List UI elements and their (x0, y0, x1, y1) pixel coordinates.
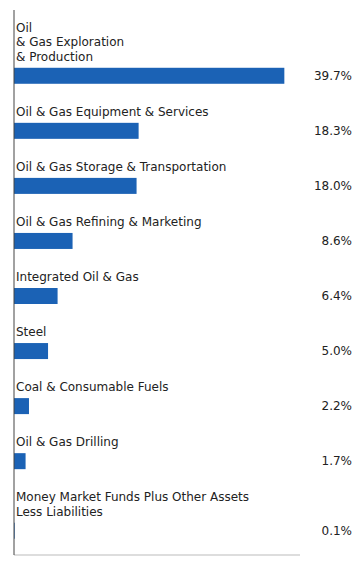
category-label-line: Money Market Funds Plus Other Assets (16, 490, 249, 504)
bar (14, 178, 137, 194)
bar (14, 123, 139, 139)
category-label: Oil& Gas Exploration& Production (16, 21, 124, 64)
category-label-line: Steel (16, 325, 46, 339)
data-label: 8.6% (322, 234, 353, 248)
category-label: Integrated Oil & Gas (16, 270, 139, 284)
category-label-line: & Gas Exploration (16, 35, 124, 49)
category-label-line: Oil (16, 21, 32, 35)
chart: Oil& Gas Exploration& Production 39.7% Oil… (0, 0, 360, 567)
category-label-line: Oil & Gas Drilling (16, 435, 119, 449)
data-label: 1.7% (322, 454, 353, 468)
category-label-line: Oil & Gas Refining & Marketing (16, 215, 202, 229)
category-label: Coal & Consumable Fuels (16, 380, 169, 394)
x-axis-line (14, 555, 300, 556)
data-label: 39.7% (314, 69, 352, 83)
data-label: 2.2% (322, 399, 353, 413)
data-label: 5.0% (322, 344, 353, 358)
data-label: 18.3% (314, 124, 352, 138)
category-label-line: Less Liabilities (16, 505, 103, 519)
bar (14, 288, 58, 304)
y-axis-line (14, 10, 15, 555)
category-label: Steel (16, 325, 46, 339)
category-label-line: & Production (16, 50, 93, 64)
category-label: Oil & Gas Storage & Transportation (16, 160, 226, 174)
category-label-line: Integrated Oil & Gas (16, 270, 139, 284)
bar (14, 398, 29, 414)
bar (14, 233, 73, 249)
bars (14, 68, 284, 539)
bar (14, 68, 284, 84)
category-label: Oil & Gas Refining & Marketing (16, 215, 202, 229)
data-label: 6.4% (322, 289, 353, 303)
data-label: 0.1% (322, 524, 353, 538)
data-label: 18.0% (314, 179, 352, 193)
category-label: Oil & Gas Drilling (16, 435, 119, 449)
labels: Oil& Gas Exploration& Production 39.7% Oil… (16, 21, 352, 538)
category-label: Money Market Funds Plus Other AssetsLess… (16, 490, 249, 518)
bar (14, 453, 26, 469)
category-label: Oil & Gas Equipment & Services (16, 105, 209, 119)
category-label-line: Oil & Gas Storage & Transportation (16, 160, 226, 174)
category-label-line: Coal & Consumable Fuels (16, 380, 169, 394)
bar (14, 343, 48, 359)
category-label-line: Oil & Gas Equipment & Services (16, 105, 209, 119)
